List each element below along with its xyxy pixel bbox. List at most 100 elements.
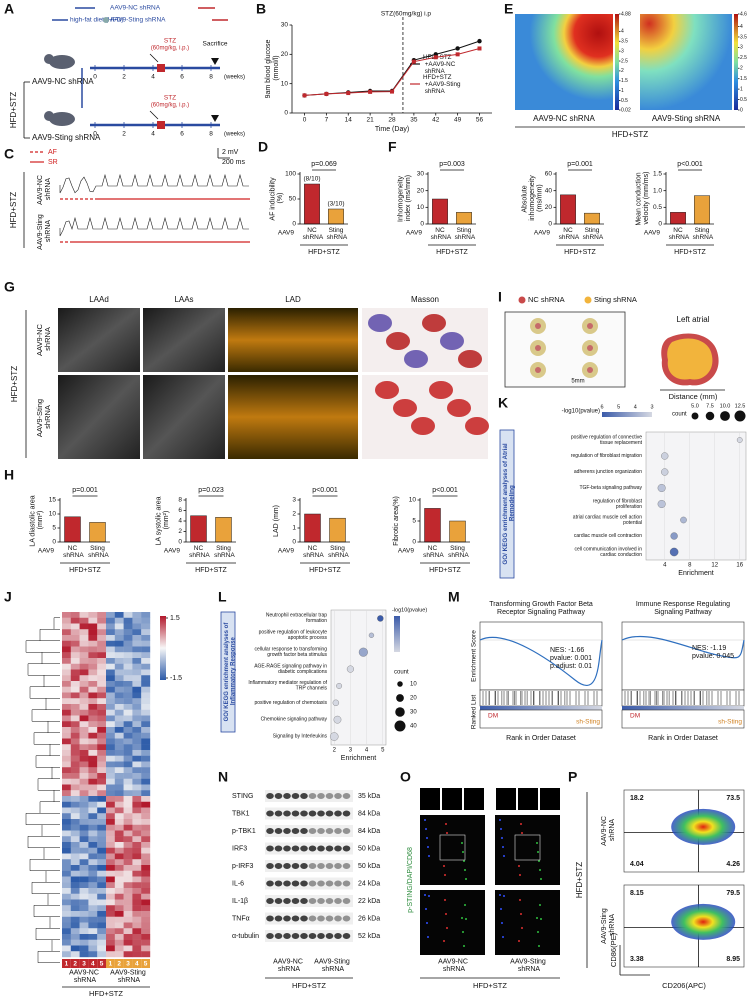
band [266, 933, 274, 939]
channel-image [442, 788, 462, 810]
colorbar-label: 0.5 [740, 97, 747, 103]
x-tick-label: 49 [454, 117, 462, 124]
heatmap-cell [106, 721, 115, 728]
heatmap-cell [88, 928, 98, 935]
band [308, 793, 317, 799]
label: AAV9-NC shRNA [32, 77, 94, 86]
heatmap-cell [132, 629, 142, 636]
heatmap-cell [62, 905, 71, 912]
heatmap-cell [141, 658, 151, 664]
band [300, 793, 308, 799]
p-value: p<0.001 [432, 487, 458, 494]
label: NES: -1.19 [692, 645, 726, 652]
heatmap-cell [106, 905, 115, 912]
band [283, 863, 291, 869]
heatmap-cell [123, 744, 133, 751]
timeline-label: 2 [122, 131, 126, 138]
heatmap-cell [132, 767, 142, 774]
heatmap-cell [62, 945, 71, 952]
term-label: cell communication involved in cardiac c… [574, 547, 642, 559]
y-axis-label: LA diastolic area (mm²) [29, 495, 44, 546]
heatmap-cell [88, 939, 98, 946]
heatmap-cell [70, 698, 80, 705]
channel-image [496, 788, 516, 810]
group-label: HFD+STZ [674, 249, 706, 256]
group-prefix: AAV9 [278, 230, 295, 237]
group-label: HFD+STZ [308, 249, 340, 256]
heatmap-cell [141, 675, 151, 682]
heatmap-cell [106, 916, 115, 923]
masson-tissue [368, 314, 392, 332]
heatmap-cell [88, 658, 98, 664]
label: p-STING/DAPI/CD68 [407, 847, 414, 913]
heatmap-cell [106, 830, 115, 837]
bar [560, 194, 576, 225]
masson-tissue [447, 399, 471, 417]
legend-label: HFD+STZ +AAV9-Sting shRNA [423, 74, 461, 95]
heatmap-cell [88, 612, 98, 618]
heatmap-cell [132, 836, 142, 843]
cell [428, 855, 430, 857]
timeline-label: 8 [209, 131, 213, 138]
heatmap-cell [79, 658, 89, 664]
heatmap-cell [114, 727, 124, 733]
heatmap-cell [114, 888, 124, 894]
heatmap-cell [141, 623, 151, 630]
y-tick-label: 1 [292, 525, 296, 532]
heatmap-cell [141, 836, 151, 843]
band [325, 810, 334, 817]
heatmap-cell [114, 813, 124, 820]
band [266, 810, 274, 817]
density [671, 808, 736, 845]
quadrant-value: 3.38 [630, 956, 644, 963]
dot [333, 715, 342, 724]
cell [464, 869, 466, 871]
band [266, 845, 274, 852]
y-tick-label: 0 [412, 539, 416, 546]
heatmap-cell [141, 773, 151, 779]
y-tick-label: 0 [420, 221, 424, 228]
heatmap-cell [132, 801, 142, 808]
heatmap-cell [114, 732, 124, 739]
band [325, 863, 334, 869]
label: Transforming Growth Factor Beta [489, 601, 593, 608]
colorbar-label: 1.5 [740, 76, 747, 82]
stz-box [157, 64, 165, 72]
heatmap-cell [97, 617, 107, 624]
y-tick-label: 60 [545, 171, 553, 178]
colorbar-label: 3.5 [740, 34, 747, 40]
heatmap-cell [106, 911, 115, 917]
x-tick-label: 56 [476, 117, 484, 124]
mouse-head [44, 111, 54, 121]
heatmap-cell [132, 755, 142, 762]
heatmap-cell [62, 859, 71, 866]
heatmap-cell [97, 727, 107, 733]
heatmap-cell [141, 951, 151, 958]
heatmap-cell [114, 951, 124, 958]
heatmap-cell [70, 686, 80, 693]
cell [503, 895, 505, 897]
heatmap-cell [79, 876, 89, 883]
group-prefix: AAV9 [644, 230, 661, 237]
y-tick-label: 0 [658, 221, 662, 228]
image [504, 311, 626, 388]
heatmap-cell [70, 658, 80, 664]
label: high-fat diet (HFD) [70, 17, 123, 24]
label: 50 kDa [358, 845, 380, 852]
point [390, 89, 394, 94]
heatmap-cell [88, 727, 98, 733]
heatmap-cell [70, 761, 80, 768]
band [334, 863, 342, 869]
heatmap-cell [141, 801, 151, 808]
heatmap-cell [79, 732, 89, 739]
heatmap-cell [70, 767, 80, 774]
point [368, 89, 373, 94]
heatmap-cell [123, 784, 133, 791]
heatmap-cell [88, 669, 98, 676]
y-axis-label: AF inducibility (%) [269, 177, 284, 221]
y-tick-label: 2 [292, 511, 296, 518]
p-value: p=0.023 [198, 487, 224, 494]
ecg-trace [59, 173, 249, 194]
heatmap-cell [132, 663, 142, 670]
label: 5mm [571, 379, 584, 385]
